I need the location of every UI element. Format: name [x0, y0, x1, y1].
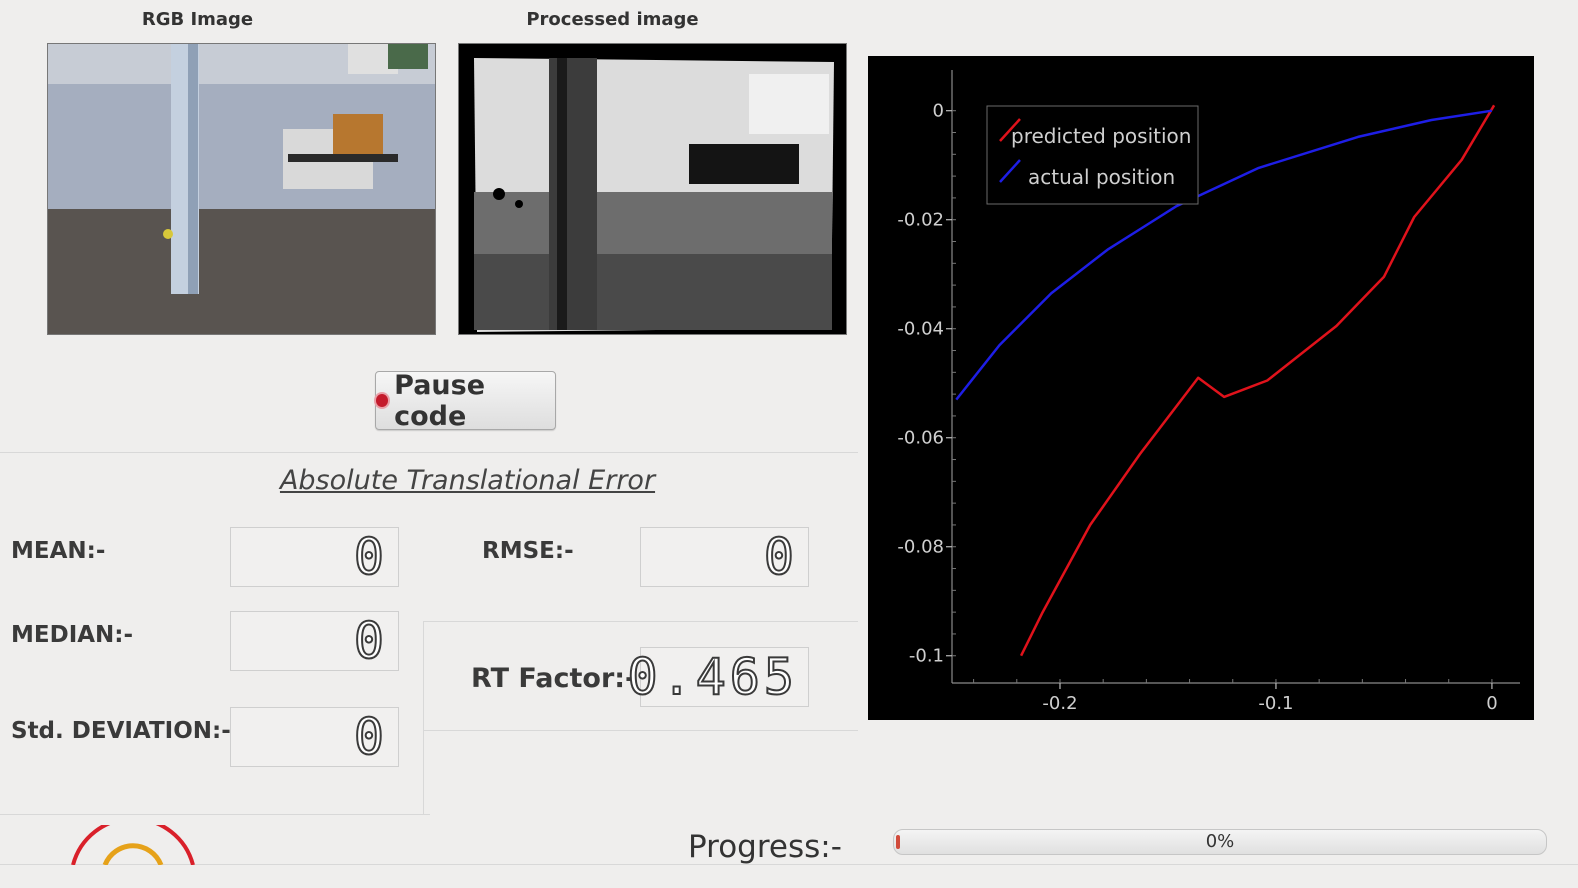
- pause-code-label: Pause code: [394, 369, 486, 432]
- x-tick-label: -0.1: [1258, 693, 1293, 714]
- series-line-predicted: [1019, 104, 1496, 657]
- progress-label: Progress:-: [688, 829, 842, 865]
- mean-label: MEAN:-: [11, 538, 106, 564]
- series-line-actual: [955, 109, 1493, 401]
- legend-label-actual: actual position: [1028, 165, 1175, 189]
- x-tick-label: -0.2: [1042, 693, 1077, 714]
- separator-rt-top: [423, 621, 858, 622]
- logo-icon: [71, 825, 195, 865]
- processed-image-title: Processed image: [526, 9, 699, 30]
- separator-bottom: [0, 814, 430, 815]
- plot-legend: predicted position actual position: [986, 105, 1199, 205]
- separator-top: [0, 452, 858, 453]
- legend-label-predicted: predicted position: [1011, 124, 1191, 148]
- rgb-image-title: RGB Image: [141, 9, 254, 30]
- rmse-lcd: 0: [640, 527, 809, 587]
- progress-fill: [896, 835, 900, 849]
- pause-code-button[interactable]: Pause code: [375, 369, 556, 432]
- y-tick-label: 0: [933, 101, 944, 122]
- y-tick-label: -0.04: [897, 319, 944, 340]
- y-tick-label: -0.02: [897, 210, 944, 231]
- record-icon: [376, 394, 389, 407]
- median-label: MEDIAN:-: [11, 622, 134, 648]
- legend-swatch-actual: [999, 159, 1021, 183]
- legend-swatch-predicted: [999, 118, 1021, 142]
- rgb-scene: [48, 44, 435, 334]
- y-tick-label: -0.06: [897, 428, 944, 449]
- y-tick-label: -0.1: [909, 646, 944, 667]
- std-deviation-lcd: 0: [230, 707, 399, 767]
- median-lcd: 0: [230, 611, 399, 671]
- std-deviation-label: Std. DEVIATION:-: [11, 718, 231, 744]
- rt-factor-lcd: 0.465: [626, 647, 809, 707]
- processed-image: [458, 43, 847, 335]
- progress-percent-text: 0%: [1205, 831, 1235, 852]
- separator-rt-bottom: [423, 730, 858, 731]
- rt-factor-label: RT Factor:-: [471, 663, 637, 694]
- mean-lcd: 0: [230, 527, 399, 587]
- trajectory-plot-svg: -0.2 -0.1 0 0 -0.02 -0.04 -0.06 -0.08 -0.1 predi…: [897, 70, 1520, 714]
- rgb-image: [47, 43, 436, 335]
- ate-section-title: Absolute Translational Error: [279, 465, 656, 496]
- x-tick-label: 0: [1486, 693, 1497, 714]
- separator-window-bottom: [0, 864, 1578, 865]
- rmse-label: RMSE:-: [482, 538, 574, 564]
- depth-scene: [474, 58, 834, 332]
- separator-rt-left: [423, 621, 424, 815]
- progress-bar: 0%: [893, 829, 1547, 855]
- trajectory-plot: -0.2 -0.1 0 0 -0.02 -0.04 -0.06 -0.08 -0.1 predi…: [868, 56, 1534, 720]
- y-tick-label: -0.08: [897, 537, 944, 558]
